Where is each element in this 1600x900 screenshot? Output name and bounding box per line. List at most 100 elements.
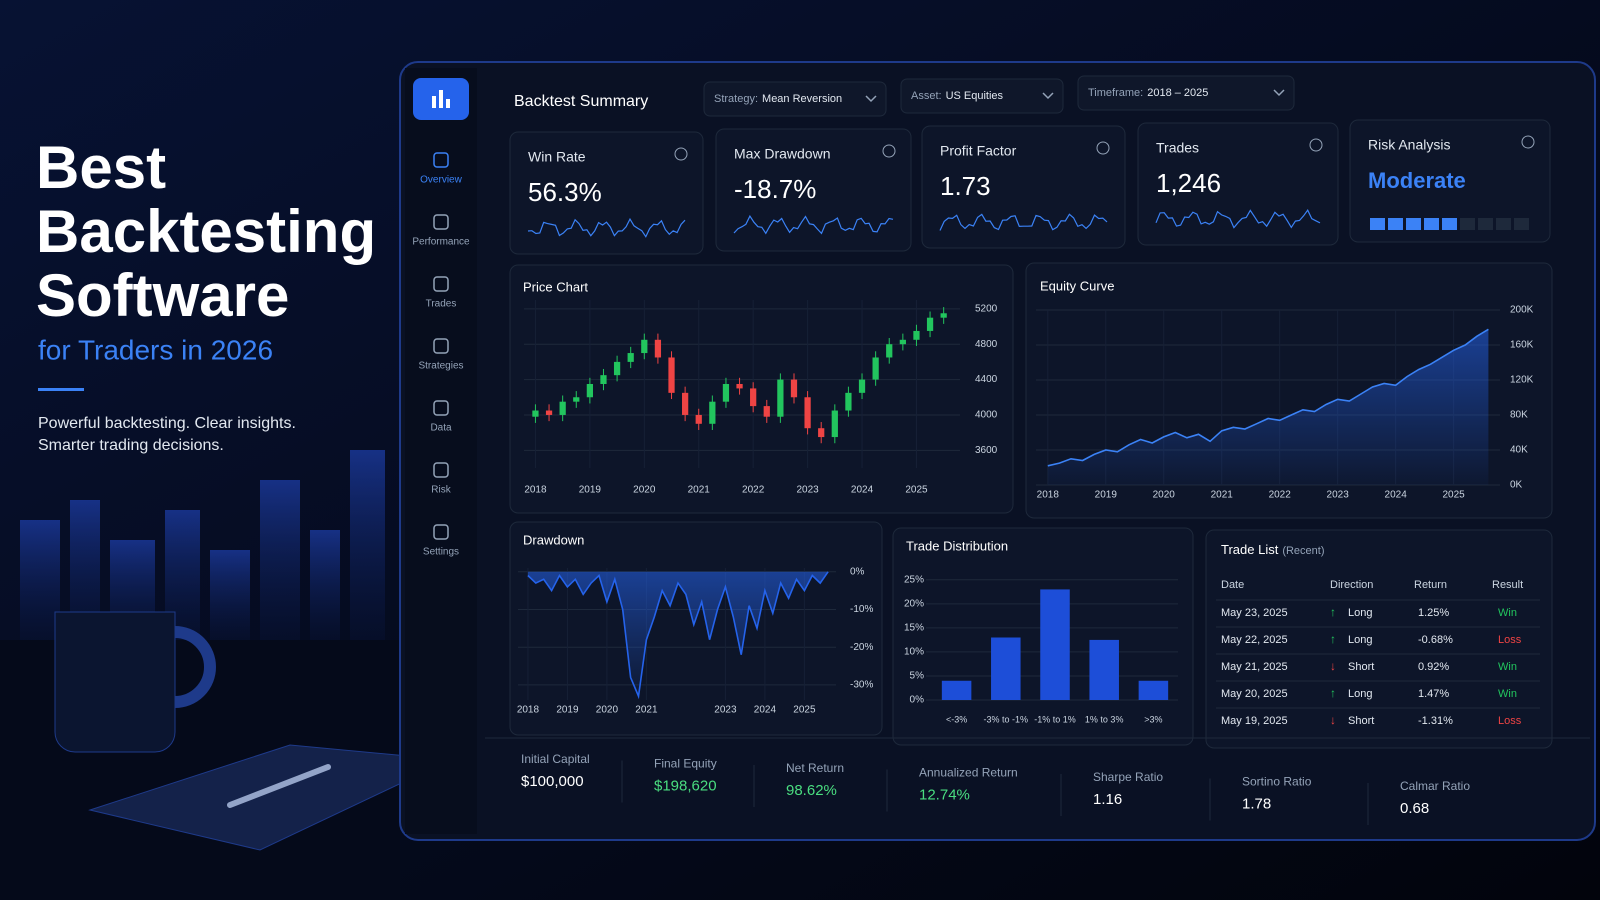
y-tick-label: 3600 [975,445,998,456]
summary-label: Sortino Ratio [1242,775,1312,789]
candle-body [586,384,593,398]
nav-icon [433,152,449,168]
equity-line [1047,328,1489,467]
trade-list-panel [1205,529,1553,749]
direction-arrow: ↓ [1330,659,1336,673]
chart-title: Equity Curve [1040,278,1114,293]
risk-segment [1514,218,1529,230]
bar [991,637,1021,700]
logo-icon [432,90,450,108]
nav-item[interactable]: Strategies [418,361,463,372]
chart-title: Drawdown [523,532,584,547]
candle-body [695,414,702,424]
nav-icon [433,214,449,230]
summary-value: 98.62% [786,782,837,799]
nav-item[interactable]: Performance [412,237,470,248]
trade-date: May 20, 2025 [1221,688,1288,700]
direction-arrow: ↑ [1330,632,1336,646]
filter-dropdown[interactable] [703,81,887,117]
kpi-value: 56.3% [528,177,602,207]
direction-arrow: ↑ [1330,605,1336,619]
y-tick-label: 0% [850,566,865,577]
y-tick-label: 160K [1510,340,1534,351]
trade-direction: Short [1348,715,1374,727]
chart-title: Price Chart [523,279,588,294]
kpi-card [509,131,704,255]
x-tick-label: 2023 [796,485,819,496]
x-tick-label: 2025 [905,485,928,496]
candle-body [763,406,770,417]
y-tick-label: 10% [904,647,924,658]
chart-title: Trade Distribution [906,538,1008,553]
x-tick-label: -1% to 1% [1034,714,1076,724]
nav-item[interactable]: Overview [420,175,462,186]
candle-body [532,410,539,417]
nav-icon [433,524,449,540]
summary-value: 12.74% [919,786,970,803]
candle-body [722,384,730,402]
summary-label: Calmar Ratio [1400,779,1470,793]
kpi-card [921,125,1126,249]
x-tick-label: 2021 [635,705,658,716]
x-tick-label: 2023 [714,705,737,716]
kpi-label: Profit Factor [940,143,1017,159]
y-tick-label: 4000 [975,410,998,421]
sparkline [1155,209,1321,229]
x-tick-label: 2018 [1037,490,1060,501]
nav-item[interactable]: Risk [431,485,451,496]
nav-icon [433,276,449,292]
x-tick-label: 2020 [1153,490,1176,501]
kpi-value: -18.7% [734,174,816,204]
summary-label: Sharpe Ratio [1093,770,1163,784]
column-header: Date [1221,579,1244,591]
risk-segment [1478,218,1493,230]
x-tick-label: 2021 [1211,490,1234,501]
hero-title: Backtesting [36,198,376,265]
hero-divider [38,388,84,391]
candle-body [613,361,621,376]
candle-body [818,428,825,438]
info-icon [1309,138,1323,152]
dropdown-chevron [1042,92,1054,100]
chart-panel [509,521,883,736]
y-tick-label: 5% [910,671,925,682]
filter-dropdown[interactable] [900,78,1064,114]
kpi-card [1137,122,1339,246]
kpi-label: Risk Analysis [1368,137,1450,153]
filter-dropdown[interactable] [1077,75,1295,111]
filter-label: Asset: [911,90,942,102]
y-tick-label: 0% [910,695,925,706]
sidebar [405,68,477,834]
direction-arrow: ↑ [1330,686,1336,700]
y-tick-label: -20% [850,642,873,653]
x-tick-label: >3% [1144,714,1162,724]
trade-result: Win [1498,607,1517,619]
risk-segment [1442,218,1457,230]
filter-value: 2018 – 2025 [1147,87,1208,99]
trade-result: Win [1498,688,1517,700]
risk-segment [1370,218,1385,230]
trade-return: 1.47% [1418,688,1449,700]
x-tick-label: 2021 [688,485,711,496]
info-icon [1521,135,1535,149]
trade-return: -0.68% [1418,634,1453,646]
candle-body [736,384,743,389]
y-tick-label: 5200 [975,303,998,314]
kpi-label: Max Drawdown [734,146,830,162]
nav-item[interactable]: Trades [426,299,457,310]
candle-body [886,344,893,358]
summary-value: 1.16 [1093,791,1122,808]
nav-item[interactable]: Data [430,423,452,434]
filter-value: Mean Reversion [762,93,842,105]
y-tick-label: 25% [904,574,924,585]
kpi-value: 1.73 [940,171,991,201]
x-tick-label: 2024 [754,705,777,716]
x-tick-label: 1% to 3% [1085,714,1124,724]
summary-value: $198,620 [654,777,717,794]
trade-date: May 19, 2025 [1221,715,1288,727]
candle-body [940,313,947,318]
summary-label: Final Equity [654,757,717,771]
y-tick-label: 0K [1510,480,1523,491]
nav-item[interactable]: Settings [423,547,459,558]
bar [1089,639,1119,700]
